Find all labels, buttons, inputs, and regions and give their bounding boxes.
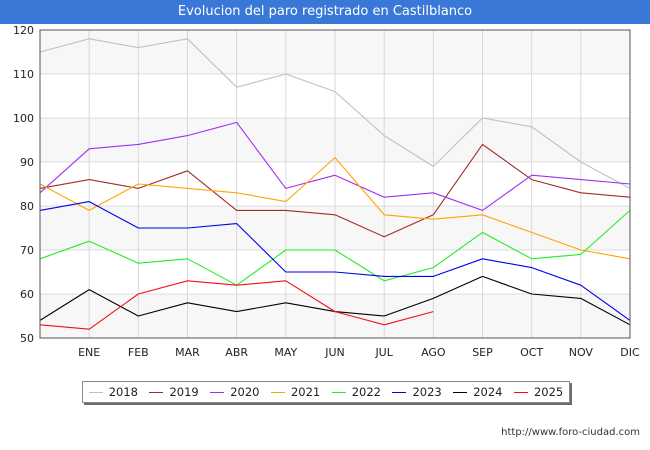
legend-label: 2024	[473, 385, 503, 399]
legend-swatch	[453, 391, 468, 393]
y-tick-label: 80	[20, 200, 34, 213]
x-tick-label: NOV	[569, 346, 594, 359]
x-tick-label: AGO	[421, 346, 446, 359]
legend-label: 2021	[290, 385, 321, 399]
y-tick-label: 100	[13, 112, 34, 125]
legend-swatch	[392, 391, 407, 393]
y-axis-ticks: 50 60 70 80 90 100 110 120	[13, 24, 34, 345]
legend-swatch	[331, 391, 346, 393]
legend-label: 2023	[412, 385, 442, 399]
x-tick-label: MAY	[274, 346, 297, 359]
x-tick-label: ABR	[225, 346, 248, 359]
y-tick-label: 60	[20, 288, 34, 301]
legend-item-2018: 2018	[88, 385, 139, 399]
legend-item-2024: 2024	[453, 385, 503, 399]
series-line-2023	[39, 201, 631, 321]
series-line-2019	[39, 143, 631, 238]
series-line-2018	[39, 38, 631, 189]
legend-label: 2025	[533, 385, 564, 399]
plot-frame	[39, 29, 631, 339]
legend-item-2020: 2020	[210, 385, 260, 399]
legend-swatch	[210, 391, 225, 393]
y-tick-label: 70	[20, 244, 34, 257]
y-tick-label: 110	[13, 68, 34, 81]
y-tick-label: 50	[20, 332, 34, 345]
x-tick-label: DIC	[620, 346, 640, 359]
x-tick-label: OCT	[520, 346, 543, 359]
series-line-2021	[39, 157, 631, 260]
y-tick-label: 120	[13, 24, 34, 37]
series-lines	[39, 38, 631, 330]
y-tick-label: 90	[20, 156, 34, 169]
legend-swatch	[88, 391, 103, 393]
x-tick-label: SEP	[472, 346, 493, 359]
legend-item-2025: 2025	[513, 385, 564, 399]
series-line-2020	[39, 121, 631, 211]
legend-swatch	[270, 391, 285, 393]
legend-label: 2019	[169, 385, 199, 399]
legend: 2018 2019 2020 2021 2022 2023 2024 2025	[82, 381, 570, 403]
legend-label: 2020	[230, 385, 260, 399]
x-tick-label: MAR	[175, 346, 200, 359]
legend-item-2023: 2023	[392, 385, 442, 399]
legend-swatch	[513, 391, 528, 393]
x-tick-label: JUN	[324, 346, 345, 359]
legend-item-2019: 2019	[149, 385, 199, 399]
legend-swatch	[149, 391, 164, 393]
x-axis-ticks: ENE FEB MAR ABR MAY JUN JUL AGO SEP OCT NOV DIC	[78, 346, 640, 359]
legend-item-2022: 2022	[331, 385, 382, 399]
x-tick-label: ENE	[78, 346, 100, 359]
x-tick-label: FEB	[128, 346, 149, 359]
source-url: http://www.foro-ciudad.com	[501, 427, 640, 438]
x-tick-label: JUL	[374, 346, 393, 359]
legend-label: 2022	[351, 385, 382, 399]
series-line-2025	[39, 280, 434, 330]
legend-label: 2018	[108, 385, 139, 399]
legend-item-2021: 2021	[270, 385, 321, 399]
series-line-2022	[39, 209, 631, 286]
chart-title: Evolucion del paro registrado en Castilb…	[0, 0, 650, 24]
